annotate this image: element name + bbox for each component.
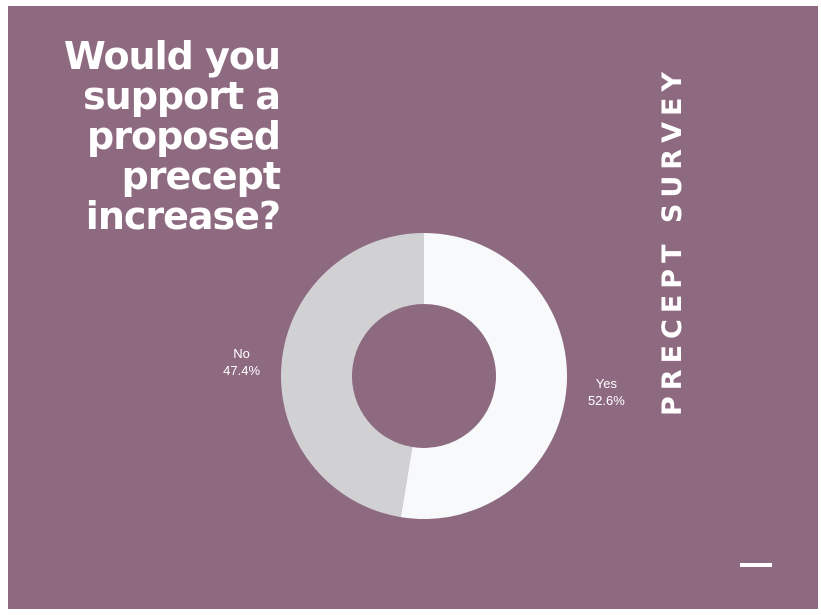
- donut-chart: Yes 52.6% No 47.4%: [223, 233, 625, 519]
- slide-dash-mark: [740, 563, 772, 567]
- survey-side-title: PRECEPT SURVEY: [657, 66, 688, 416]
- slice-label-yes: Yes: [596, 376, 618, 391]
- donut-slice-yes: [400, 233, 567, 519]
- survey-question: Would you support a proposed precept inc…: [63, 34, 281, 238]
- slice-percent-yes: 52.6%: [588, 393, 625, 408]
- slice-percent-no: 47.4%: [223, 363, 260, 378]
- slice-label-no: No: [233, 346, 250, 361]
- donut-slice-no: [280, 233, 424, 518]
- survey-slide: Would you support a proposed precept inc…: [8, 6, 818, 609]
